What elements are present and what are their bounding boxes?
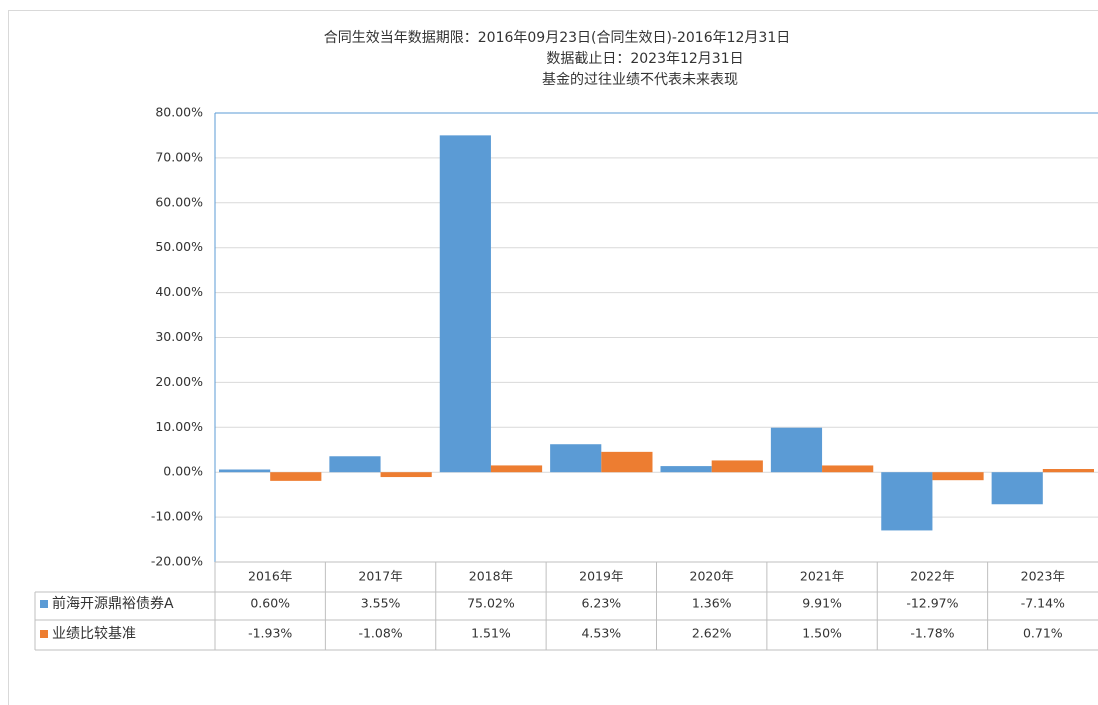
bar	[219, 469, 271, 473]
y-tick-label: -10.00%	[151, 509, 203, 524]
table-value: 1.36%	[692, 596, 732, 611]
bar	[881, 472, 933, 531]
bar	[1042, 469, 1094, 473]
table-value: 0.71%	[1023, 626, 1063, 641]
table-value: 2.62%	[692, 626, 732, 641]
title-line: 合同生效当年数据期限：2016年09月23日(合同生效日)-2016年12月31…	[324, 30, 791, 46]
bar	[822, 465, 874, 473]
y-tick-label: 40.00%	[155, 284, 203, 299]
y-tick-label: -20.00%	[151, 554, 203, 569]
table-value: 1.50%	[802, 626, 842, 641]
x-tick-label: 2020年	[690, 569, 734, 584]
bar	[329, 456, 381, 473]
title-line: 数据截止日：2023年12月31日	[546, 51, 743, 67]
legend-label: 业绩比较基准	[52, 625, 136, 642]
x-tick-label: 2023年	[1021, 569, 1065, 584]
bar	[932, 472, 984, 481]
table-value: 0.60%	[250, 596, 290, 611]
y-tick-label: 50.00%	[155, 239, 203, 254]
legend-swatch	[40, 630, 48, 638]
x-tick-label: 2022年	[910, 569, 954, 584]
legend-swatch	[40, 600, 48, 608]
x-tick-label: 2017年	[358, 569, 402, 584]
title-line: 基金的过往业绩不代表未来表现	[542, 71, 738, 88]
bar	[991, 472, 1043, 505]
table-value: 3.55%	[361, 596, 401, 611]
bar	[270, 472, 322, 481]
table-value: -7.14%	[1021, 596, 1065, 611]
bar	[550, 444, 602, 473]
table-value: -1.78%	[910, 626, 954, 641]
y-tick-label: 0.00%	[163, 464, 203, 479]
table-value: -1.08%	[358, 626, 402, 641]
table-value: 9.91%	[802, 596, 842, 611]
table-value: 6.23%	[581, 596, 621, 611]
x-tick-label: 2021年	[800, 569, 844, 584]
table-value: 75.02%	[467, 596, 515, 611]
table-value: 4.53%	[581, 626, 621, 641]
y-tick-label: 10.00%	[155, 419, 203, 434]
bar	[439, 135, 491, 473]
bar	[711, 460, 763, 473]
bar	[380, 472, 432, 478]
y-tick-label: 80.00%	[155, 105, 203, 120]
x-tick-label: 2019年	[579, 569, 623, 584]
x-tick-label: 2016年	[248, 569, 292, 584]
bar	[660, 466, 712, 473]
y-tick-label: 60.00%	[155, 194, 203, 209]
bar	[601, 451, 653, 473]
table-value: -1.93%	[248, 626, 292, 641]
y-tick-label: 20.00%	[155, 374, 203, 389]
x-tick-label: 2018年	[469, 569, 513, 584]
frame	[8, 10, 1098, 705]
legend-label: 前海开源鼎裕债券A	[52, 595, 174, 612]
y-tick-label: 70.00%	[155, 149, 203, 164]
bar	[490, 465, 543, 473]
y-tick-label: 30.00%	[155, 329, 203, 344]
table-value: 1.51%	[471, 626, 511, 641]
table-value: -12.97%	[906, 596, 958, 611]
bar	[770, 427, 823, 473]
